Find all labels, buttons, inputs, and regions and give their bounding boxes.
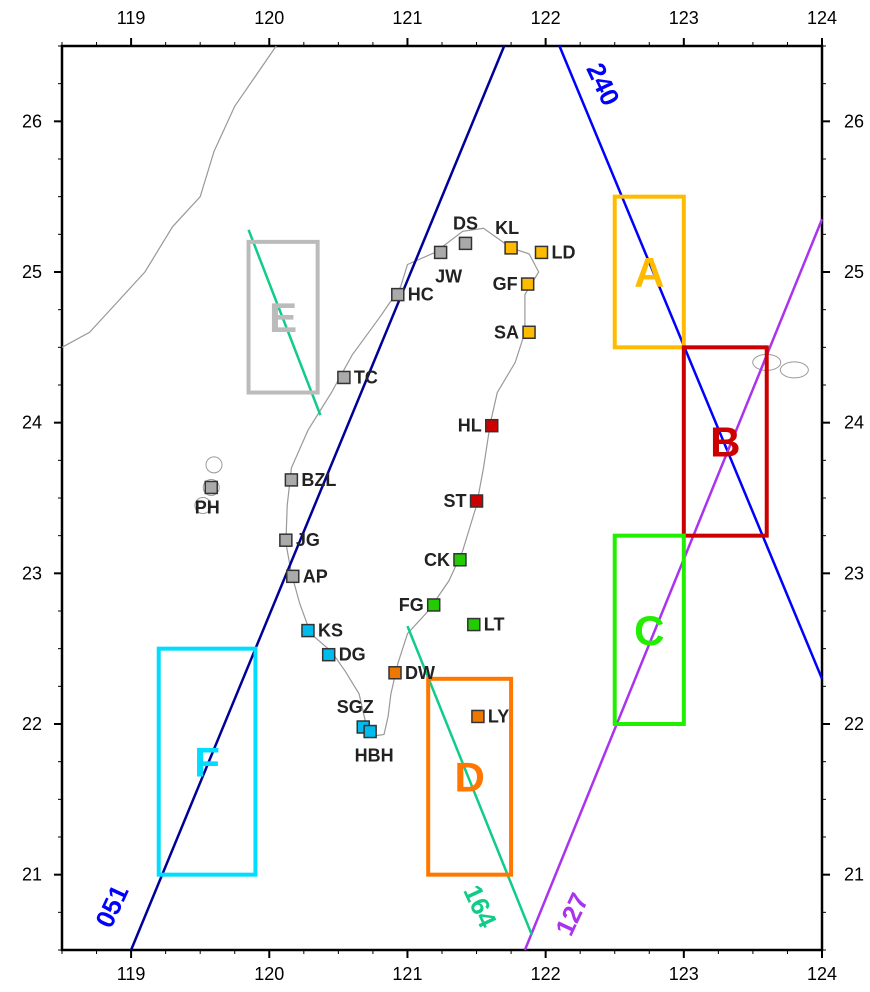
station-marker — [458, 236, 473, 251]
china-coastline — [61, 45, 277, 348]
box-a — [612, 194, 686, 350]
y-tick-label-right: 21 — [844, 865, 864, 885]
ryukyu-island — [779, 361, 809, 379]
x-tick-label-top: 122 — [531, 8, 561, 28]
x-tick-label-top: 123 — [669, 8, 699, 28]
x-tick-label-top: 120 — [254, 8, 284, 28]
y-tick-label-left: 23 — [22, 563, 42, 583]
station-marker — [467, 617, 481, 632]
track-line — [129, 45, 506, 951]
station-marker — [204, 480, 218, 495]
station-marker — [337, 370, 351, 385]
track-label: 240 — [580, 58, 626, 110]
station-label: SGZ — [337, 697, 374, 717]
station-label: GF — [493, 274, 518, 294]
station-marker — [286, 569, 300, 584]
x-tick-label-bottom: 122 — [531, 964, 561, 984]
y-tick-label-left: 26 — [22, 111, 42, 131]
x-tick-label-top: 121 — [392, 8, 422, 28]
station-label: HBH — [355, 746, 394, 766]
station-marker — [279, 533, 293, 547]
station-label: SA — [494, 322, 519, 342]
station-label: JG — [296, 530, 320, 550]
penghu-island — [194, 497, 212, 515]
axis-ticks: 119 119 120 120 121 121 122 122 123 123 124 124 21 21… — [22, 8, 864, 984]
track-label: 051 — [89, 880, 135, 932]
station-label: DS — [453, 213, 478, 233]
x-tick-label-top: 124 — [807, 8, 837, 28]
study-boxes: A B C D E F — [156, 194, 769, 877]
box-c — [612, 533, 686, 727]
y-tick-label-left: 24 — [22, 413, 42, 433]
box-label: D — [454, 754, 484, 801]
station-label: DG — [339, 645, 366, 665]
box-label: F — [194, 739, 220, 786]
station-label: KS — [318, 621, 343, 641]
station-marker — [426, 598, 441, 612]
station-marker — [301, 623, 315, 638]
station-marker — [453, 553, 467, 567]
x-tick-label-bottom: 121 — [392, 964, 422, 984]
station-marker — [284, 473, 299, 487]
station-marker — [534, 245, 549, 260]
y-tick-label-left: 22 — [22, 714, 42, 734]
station-label: JW — [435, 266, 462, 286]
x-tick-label-bottom: 120 — [254, 964, 284, 984]
y-tick-label-right: 26 — [844, 111, 864, 131]
track-label: 164 — [457, 880, 503, 932]
station-marker — [388, 666, 402, 680]
x-tick-label-top: 119 — [117, 8, 146, 28]
station-label: LT — [484, 615, 505, 635]
station-label: KL — [495, 218, 519, 238]
y-tick-label-right: 24 — [844, 413, 864, 433]
coastline — [61, 45, 809, 737]
station-label: PH — [195, 497, 220, 517]
track-line — [247, 229, 322, 416]
station-marker — [391, 287, 405, 302]
box-label: A — [634, 249, 664, 296]
station-marker — [469, 494, 484, 508]
box-f — [156, 646, 258, 877]
station-label: FG — [399, 595, 424, 615]
station-label: LD — [551, 242, 575, 262]
station-label: TC — [354, 367, 378, 387]
y-tick-label-right: 25 — [844, 262, 864, 282]
station-label: LY — [488, 706, 509, 726]
box-e — [246, 239, 320, 395]
y-tick-label-left: 25 — [22, 262, 42, 282]
station-marker — [522, 325, 536, 340]
station-marker — [504, 241, 518, 255]
station-marker — [520, 277, 535, 291]
track-line — [523, 218, 824, 951]
x-tick-label-bottom: 119 — [117, 964, 146, 984]
box-label: E — [269, 294, 297, 341]
station-marker — [471, 709, 485, 724]
x-tick-label-bottom: 124 — [807, 964, 837, 984]
station-label: HL — [458, 416, 482, 436]
y-tick-label-right: 22 — [844, 714, 864, 734]
track-label: 127 — [549, 888, 595, 940]
station-marker — [433, 245, 448, 260]
station-marker — [363, 724, 377, 739]
box-d — [426, 676, 514, 877]
y-tick-label-right: 23 — [844, 563, 864, 583]
penghu-island — [205, 456, 223, 474]
box-label: B — [710, 419, 740, 466]
station-marker — [484, 418, 499, 433]
station-label: DW — [405, 663, 435, 683]
box-b — [681, 345, 769, 538]
station-label: AP — [303, 566, 328, 586]
station-label: CK — [424, 550, 450, 570]
station-label: BZL — [301, 470, 336, 490]
penghu-island — [202, 478, 220, 496]
y-tick-label-left: 21 — [22, 865, 42, 885]
x-tick-label-bottom: 123 — [669, 964, 699, 984]
station-marker — [321, 647, 336, 662]
station-label: HC — [408, 285, 434, 305]
station-label: ST — [444, 491, 467, 511]
stations: DS JW KL LD HC GF SA TC HL PH BZL ST JG CK AP FG LT KS DG D… — [195, 213, 576, 765]
box-label: C — [634, 607, 664, 654]
track-line — [558, 45, 824, 680]
